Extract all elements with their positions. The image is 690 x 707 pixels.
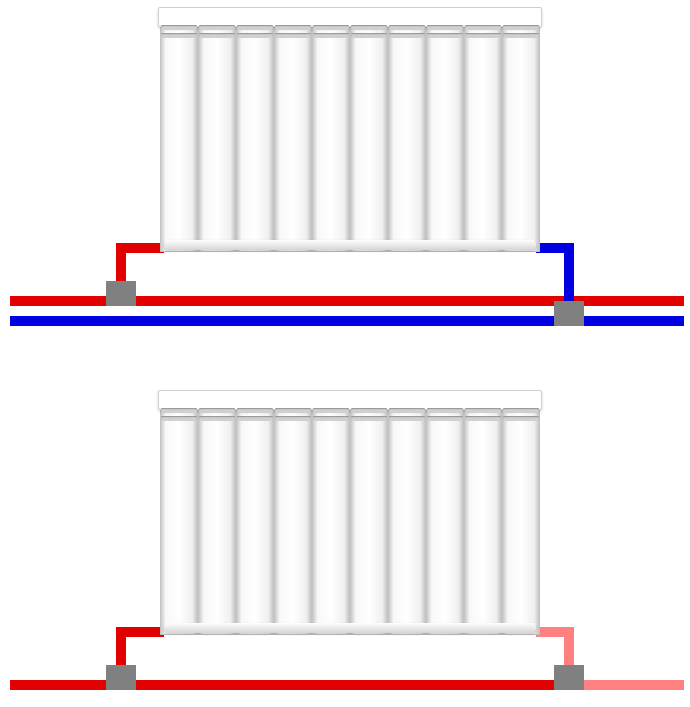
radiator-section <box>274 400 312 635</box>
tee-fitting-return-tee <box>554 665 584 690</box>
radiator-section <box>464 400 502 635</box>
radiator-section <box>464 17 502 252</box>
radiator-section <box>160 17 198 252</box>
radiator-section <box>198 17 236 252</box>
diagram-canvas <box>0 0 690 707</box>
pipe-main-left-in <box>10 680 116 690</box>
radiator-section <box>160 400 198 635</box>
radiator-grille <box>160 25 540 43</box>
radiator-top-cap <box>158 7 542 27</box>
pipe-supply-main-right <box>136 296 684 306</box>
pipe-supply-branch <box>116 627 164 637</box>
radiator-grille <box>160 408 540 426</box>
radiator-section <box>236 400 274 635</box>
pipe-return-branch <box>536 243 574 253</box>
tee-fitting-supply-tee <box>106 281 136 306</box>
pipe-main-right-out <box>584 680 684 690</box>
radiator-body <box>160 400 540 635</box>
radiator-section <box>426 400 464 635</box>
tee-fitting-return-tee <box>554 301 584 326</box>
radiator-section <box>502 400 540 635</box>
radiator <box>160 17 540 252</box>
radiator-bottom-collector <box>164 623 536 633</box>
pipe-return-main-left <box>10 316 564 326</box>
radiator-section <box>388 17 426 252</box>
pipe-bypass <box>136 680 564 690</box>
pipe-supply-main-left <box>10 296 116 306</box>
radiator-section <box>312 17 350 252</box>
radiator-section <box>502 17 540 252</box>
radiator-section <box>198 400 236 635</box>
radiator-section <box>274 17 312 252</box>
radiator-section <box>236 17 274 252</box>
radiator-top-cap <box>158 390 542 410</box>
pipe-supply-branch <box>116 243 164 253</box>
radiator-section <box>312 400 350 635</box>
pipe-return-main-right <box>584 316 684 326</box>
pipe-return-branch <box>536 627 574 637</box>
radiator-section <box>350 400 388 635</box>
radiator-bottom-collector <box>164 240 536 250</box>
tee-fitting-supply-tee <box>106 665 136 690</box>
radiator-body <box>160 17 540 252</box>
radiator-section <box>426 17 464 252</box>
radiator-section <box>350 17 388 252</box>
radiator-section <box>388 400 426 635</box>
radiator <box>160 400 540 635</box>
